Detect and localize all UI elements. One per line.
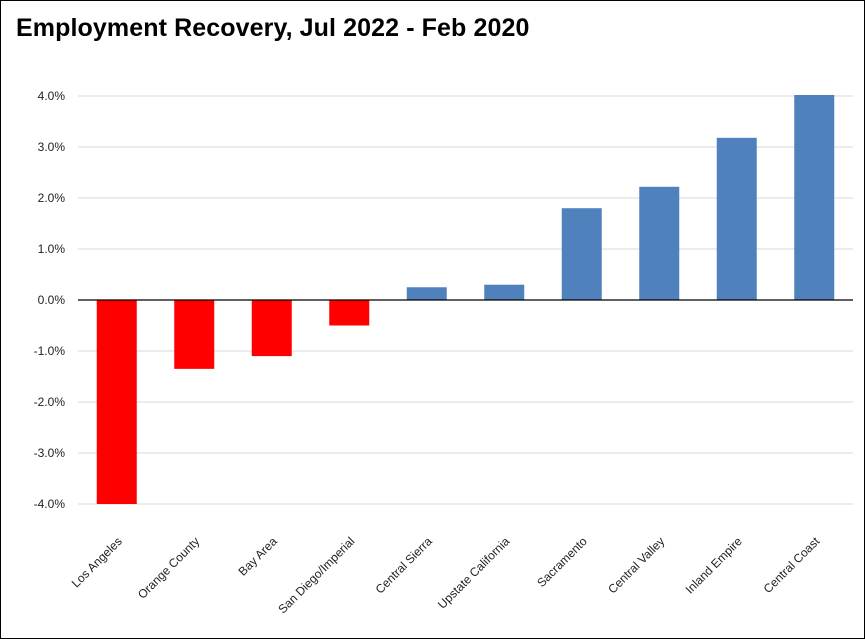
x-category-label: Los Angeles — [69, 534, 125, 590]
bar-bay-area — [251, 300, 292, 357]
bar-los-angeles — [96, 300, 137, 504]
x-category-label: Bay Area — [236, 534, 281, 579]
bar-san-diego-imperial — [329, 300, 370, 326]
x-category-label: San Diego/Imperial — [275, 534, 357, 616]
bar-inland-empire — [716, 137, 757, 300]
x-category-label: Central Valley — [605, 534, 667, 596]
y-tick-label: -1.0% — [34, 344, 66, 358]
x-category-label: Central Sierra — [373, 534, 435, 596]
chart-title: Employment Recovery, Jul 2022 - Feb 2020 — [16, 14, 530, 42]
y-tick-label: -2.0% — [34, 395, 66, 409]
y-axis-tick-labels: 4.0% 3.0% 2.0% 1.0% 0.0% -1.0% -2.0% -3.0% -4.0% — [34, 89, 66, 511]
y-tick-label: -3.0% — [34, 446, 66, 460]
y-tick-label: 0.0% — [38, 293, 66, 307]
y-tick-label: 3.0% — [38, 140, 66, 154]
x-category-label: Orange County — [135, 534, 202, 601]
bar-upstate-california — [484, 284, 525, 300]
y-tick-label: 4.0% — [38, 89, 66, 103]
y-tick-label: 2.0% — [38, 191, 66, 205]
bar-sacramento — [561, 208, 602, 300]
bar-central-valley — [639, 186, 680, 300]
bar-central-coast — [794, 94, 835, 300]
bar-central-sierra — [406, 287, 447, 300]
bars — [96, 94, 835, 504]
y-tick-label: -4.0% — [34, 497, 66, 511]
x-category-label: Sacramento — [534, 534, 590, 590]
x-category-label: Upstate California — [435, 534, 513, 612]
bar-orange-county — [174, 300, 215, 369]
x-category-label: Central Coast — [761, 534, 823, 596]
y-tick-label: 1.0% — [38, 242, 66, 256]
x-category-label: Inland Empire — [683, 534, 745, 596]
